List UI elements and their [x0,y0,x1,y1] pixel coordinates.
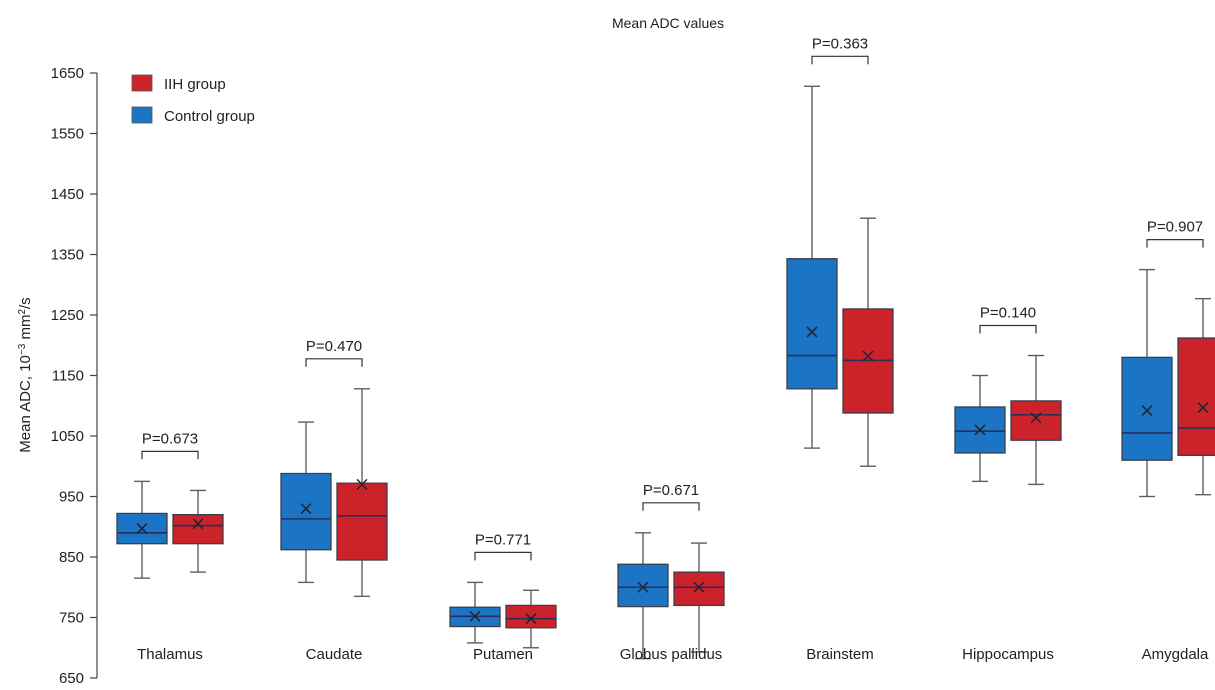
y-tick-label: 1350 [51,247,84,264]
category-label: Globus pallidus [620,646,723,663]
box-control [954,374,1006,483]
category-label: Brainstem [806,646,874,663]
chart-title: Mean ADC values [612,15,724,31]
box-mean-marker [300,503,312,515]
box-control [617,532,669,660]
category-label: Putamen [473,646,533,663]
box-iqr [1121,356,1173,461]
box-control [116,480,168,579]
box-iih [673,542,725,653]
y-tick-label: 850 [59,549,84,566]
box-mean-marker [637,581,649,593]
box-control [786,85,838,449]
y-axis-label-suffix: /s [17,297,34,309]
legend-label-iih: IIH group [164,76,226,93]
box-mean-marker [356,478,368,490]
p-value-label: P=0.140 [980,305,1036,322]
box-iqr [1177,337,1215,457]
y-tick-label: 1550 [51,126,84,143]
p-value-label: P=0.363 [812,35,868,52]
y-tick-label: 1150 [52,368,84,385]
box-iqr [505,604,557,629]
p-value-label: P=0.907 [1147,219,1203,236]
box-mean-marker [469,610,481,622]
p-value-bracket [141,450,199,460]
box-mean-marker [136,523,148,535]
legend-swatch-iih [131,74,153,92]
box-mean-marker [974,424,986,436]
box-mean-marker [862,350,874,362]
y-ticks: 650 750 850 950 1050 1150 1250 1350 1450 1550 1650 [51,65,97,687]
y-tick-label: 750 [59,610,84,627]
category-label: Hippocampus [962,646,1054,663]
y-tick-label: 1050 [51,428,84,445]
box-iih [336,388,388,598]
box-mean-marker [192,518,204,530]
box-mean-marker [693,581,705,593]
p-value-label: P=0.673 [142,430,198,447]
p-value-bracket [642,502,700,511]
category-label: Amygdala [1142,646,1209,663]
box-mean-marker [1141,405,1153,417]
box-iqr [172,514,224,545]
box-mean-marker [1030,412,1042,424]
y-tick-label: 950 [59,489,84,506]
y-tick-label: 1650 [51,65,84,82]
y-axis-label-exponent: −3 [17,343,28,355]
box-mean-marker [1197,402,1209,414]
box-mean-marker [525,613,537,625]
p-value-bracket [979,324,1037,334]
y-axis-label: Mean ADC, 10−3 mm2/s [17,297,35,452]
box-iqr [336,482,388,561]
category-label: Thalamus [137,646,203,663]
y-axis-label-base: Mean ADC, 10 [17,355,34,453]
y-axis: 650 750 850 950 1050 1150 1250 1350 1450 1550 1650 [51,65,98,687]
box-iih [172,489,224,573]
p-value-bracket [1146,239,1204,248]
y-axis-label-unit-exponent: 2 [17,309,28,315]
p-value-label: P=0.771 [475,531,531,548]
box-iqr [786,258,838,390]
p-value-bracket [474,551,532,561]
legend-label-control: Control group [164,108,255,125]
box-control [1121,268,1173,498]
box-control [280,421,332,584]
box-iqr [673,571,725,607]
box-iqr [280,472,332,551]
p-value-bracket [305,358,363,367]
y-tick-label: 1450 [51,186,84,203]
box-mean-marker [806,326,818,338]
y-axis-label-unit: mm [17,315,34,344]
box-iqr [1010,400,1062,441]
plot-area: Thalamus P=0.673 Caudate P=0.470 Putamen P=0.… [116,35,1215,663]
p-value-label: P=0.470 [306,338,362,355]
box-iih [1010,354,1062,486]
y-tick-label: 650 [59,670,84,687]
category-label: Caudate [306,646,363,663]
y-tick-label: 1250 [51,307,84,324]
box-iih [1177,297,1215,496]
box-iih [842,217,894,467]
box-iqr [617,563,669,608]
legend-swatch-control [131,106,153,124]
box-control [449,581,501,644]
legend: IIH group Control group [131,74,255,125]
p-value-bracket [811,55,869,65]
p-value-label: P=0.671 [643,482,699,499]
box-iih [505,589,557,649]
